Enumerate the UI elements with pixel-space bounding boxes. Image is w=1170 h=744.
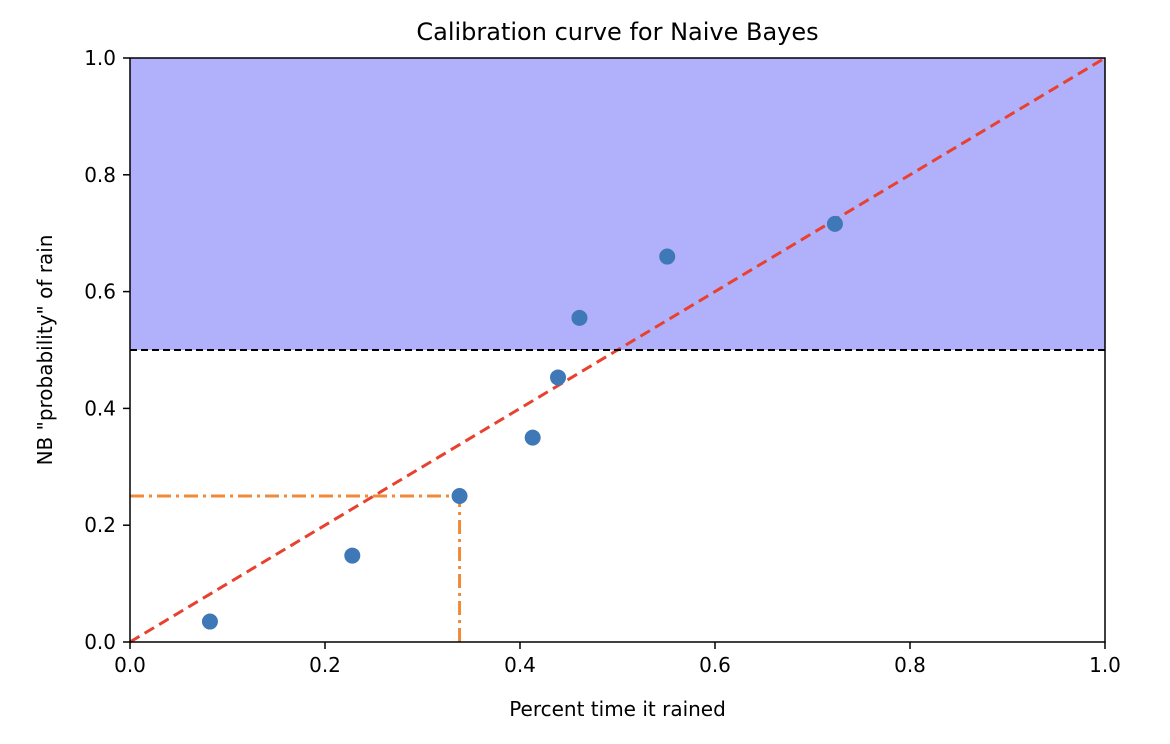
x-tick-label: 0.2 [309,653,341,677]
chart-title: Calibration curve for Naive Bayes [416,18,818,46]
data-point [451,488,468,504]
y-tick-label: 0.8 [84,163,116,187]
data-point [826,215,843,232]
x-tick-label: 0.4 [504,653,536,677]
x-tick-label: 0.0 [114,653,146,677]
shaded-region [130,58,1105,350]
y-axis-label: NB "probability" of rain [33,235,57,466]
x-tick-label: 0.8 [894,653,926,677]
x-tick-label: 0.6 [699,653,731,677]
y-axis: 0.0 0.2 0.4 0.6 0.8 1.0 [84,46,130,654]
y-tick-label: 0.2 [84,513,116,537]
data-point [524,429,541,446]
y-tick-label: 1.0 [84,46,116,70]
data-point [550,369,567,386]
x-axis: 0.0 0.2 0.4 0.6 0.8 1.0 [114,642,1121,677]
data-point [201,613,218,630]
data-point [659,248,676,265]
y-tick-label: 0.6 [84,280,116,304]
plot-area [129,56,1106,644]
plot-frame [129,57,1106,643]
y-tick-label: 0.0 [84,630,116,654]
data-point [344,547,361,564]
x-axis-label: Percent time it rained [509,697,726,721]
data-point [571,309,588,326]
x-tick-label: 1.0 [1089,653,1121,677]
y-tick-label: 0.4 [84,396,116,420]
